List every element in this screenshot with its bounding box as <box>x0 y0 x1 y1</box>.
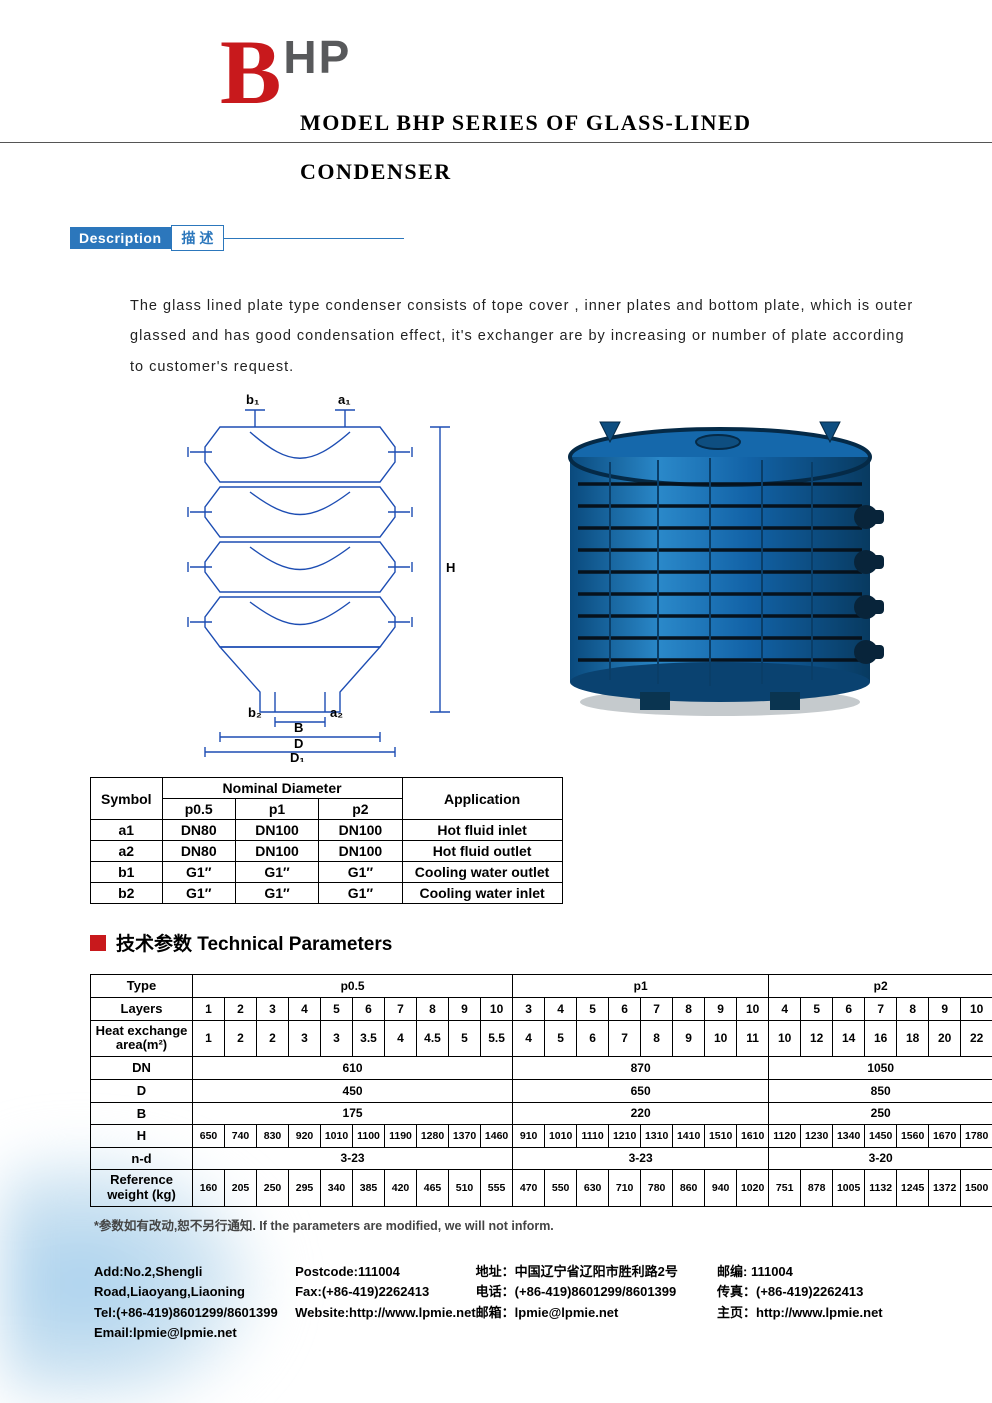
table-row: a2DN80DN100DN100Hot fluid outlet <box>91 841 563 862</box>
page: B HP MODEL BHP SERIES OF GLASS-LINED CON… <box>0 0 992 1343</box>
horizontal-rule <box>0 142 992 143</box>
logo: B HP <box>220 30 942 110</box>
svg-text:D₁: D₁ <box>290 750 305 762</box>
footer-text: Add:No.2,Shengli Road,Liaoyang,Liaoning <box>94 1262 295 1302</box>
t2-p05: p0.5 <box>193 975 513 998</box>
footer-col2: Postcode:111004 Fax:(+86-419)2262413 Web… <box>295 1262 476 1343</box>
footer-col4: 邮编: 111004 传真：(+86-419)2262413 主页：http:/… <box>717 1262 898 1343</box>
footer-text: 电话：(+86-419)8601299/8601399 <box>476 1282 717 1302</box>
tech-params-header: 技术参数 Technical Parameters <box>90 929 942 956</box>
tech-title: 技术参数 Technical Parameters <box>116 929 392 956</box>
technical-parameters-table: Type p0.5 p1 p2 Layers 12345678910 34567… <box>90 974 992 1207</box>
diagrams-row: b₁ a₁ H b₂ a₂ B D D₁ <box>130 392 942 762</box>
description-underline <box>224 238 404 239</box>
footer-text: 邮编: 111004 <box>717 1262 898 1282</box>
description-header: Description 描 述 <box>70 225 942 251</box>
product-photo <box>530 392 910 732</box>
t2-type: Type <box>91 975 193 998</box>
red-square-icon <box>90 935 106 951</box>
schematic-svg: b₁ a₁ H b₂ a₂ B D D₁ <box>130 392 490 762</box>
footer-text: Postcode:111004 <box>295 1262 476 1282</box>
table-row: b1G1″G1″G1″Cooling water outlet <box>91 862 563 883</box>
title-line1: MODEL BHP SERIES OF GLASS-LINED <box>300 110 942 136</box>
footer: Add:No.2,Shengli Road,Liaoyang,Liaoning … <box>50 1262 942 1343</box>
footer-text: 邮箱：lpmie@lpmie.net <box>476 1303 717 1323</box>
description-label-zh: 描 述 <box>171 225 225 251</box>
description-text: The glass lined plate type condenser con… <box>130 291 922 382</box>
logo-hp: HP <box>283 30 351 84</box>
parameters-note: *参数如有改动,恕不另行通知. If the parameters are mo… <box>94 1215 942 1234</box>
t1-h-p2: p2 <box>319 799 402 820</box>
t2-h-row: H 650740830920101011001190128013701460 9… <box>91 1125 992 1148</box>
footer-text: Fax:(+86-419)2262413 <box>295 1282 476 1302</box>
svg-text:a₂: a₂ <box>330 705 343 720</box>
footer-text: 地址：中国辽宁省辽阳市胜利路2号 <box>476 1262 717 1282</box>
t1-h-nominal: Nominal Diameter <box>162 778 402 799</box>
schematic-diagram: b₁ a₁ H b₂ a₂ B D D₁ <box>130 392 490 762</box>
t2-p2: p2 <box>769 975 992 998</box>
svg-text:b₁: b₁ <box>246 392 259 407</box>
t1-h-app: Application <box>402 778 562 820</box>
footer-text: 主页：http://www.lpmie.net <box>717 1303 898 1323</box>
svg-text:a₁: a₁ <box>338 392 351 407</box>
svg-text:B: B <box>294 720 303 735</box>
t2-heat-row: Heat exchange area(m²) 122333.544.555.5 … <box>91 1020 992 1057</box>
svg-text:D: D <box>294 736 303 751</box>
footer-col3: 地址：中国辽宁省辽阳市胜利路2号 电话：(+86-419)8601299/860… <box>476 1262 717 1343</box>
footer-text: 传真：(+86-419)2262413 <box>717 1282 898 1302</box>
t2-d-row: D450650850 <box>91 1079 992 1102</box>
footer-text: Email:lpmie@lpmie.net <box>94 1323 295 1343</box>
footer-text: Website:http://www.lpmie.net <box>295 1303 476 1323</box>
table-row: a1DN80DN100DN100Hot fluid inlet <box>91 820 563 841</box>
t2-ref-row: Reference weight (kg) 160205250295340385… <box>91 1170 992 1207</box>
t2-nd-row: n-d3-233-233-20 <box>91 1147 992 1170</box>
t1-h-symbol: Symbol <box>91 778 163 820</box>
logo-b: B <box>220 36 279 110</box>
description-label-en: Description <box>70 227 171 249</box>
svg-text:b₂: b₂ <box>248 705 262 720</box>
footer-text: Tel:(+86-419)8601299/8601399 <box>94 1303 295 1323</box>
t2-b-row: B175220250 <box>91 1102 992 1125</box>
t2-p1: p1 <box>513 975 769 998</box>
table-row: b2G1″G1″G1″Cooling water inlet <box>91 883 563 904</box>
t2-dn-row: DN6108701050 <box>91 1057 992 1080</box>
svg-text:H: H <box>446 560 455 575</box>
title-line2: CONDENSER <box>300 159 942 185</box>
t1-h-p1: p1 <box>235 799 318 820</box>
footer-col1: Add:No.2,Shengli Road,Liaoyang,Liaoning … <box>94 1262 295 1343</box>
photo-svg <box>540 402 900 722</box>
t2-layers-row: Layers 12345678910 345678910 45678910 <box>91 997 992 1020</box>
nominal-diameter-table: Symbol Nominal Diameter Application p0.5… <box>90 777 563 904</box>
t1-h-p05: p0.5 <box>162 799 235 820</box>
